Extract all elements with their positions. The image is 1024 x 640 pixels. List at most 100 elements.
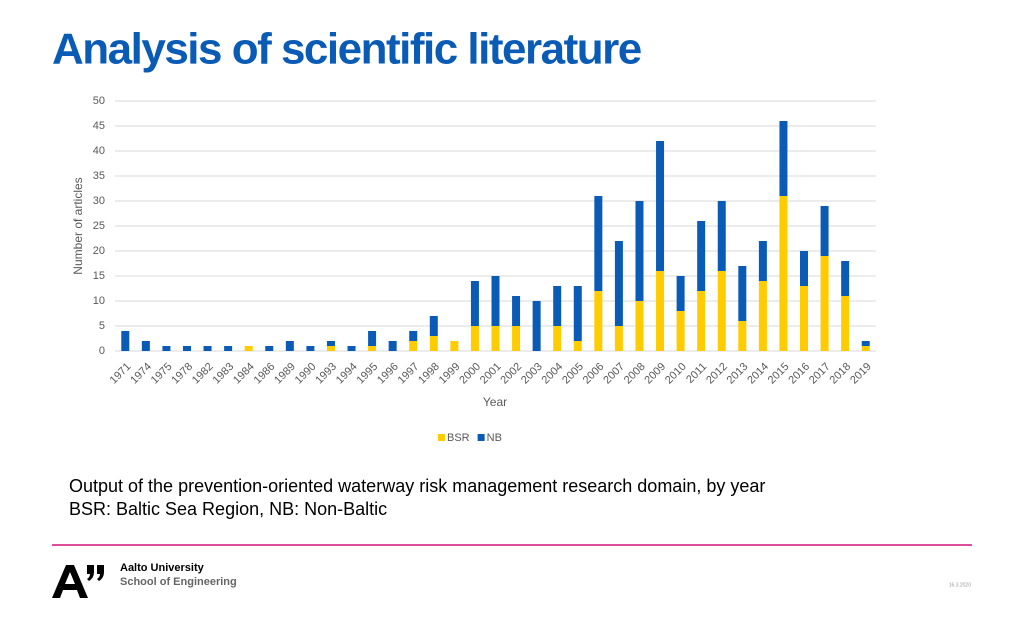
- x-tick-label: 2000: [457, 361, 483, 387]
- bar-segment: [594, 291, 603, 351]
- x-tick-label: 2012: [704, 361, 730, 387]
- bar-segment: [368, 346, 377, 351]
- bar-segment: [841, 261, 850, 296]
- x-tick-label: 1975: [149, 361, 175, 387]
- bar-segment: [326, 341, 335, 346]
- x-tick-label: 2007: [601, 361, 627, 387]
- y-tick-label: 50: [93, 95, 105, 107]
- y-tick-label: 15: [93, 270, 105, 282]
- bar-segment: [573, 286, 582, 341]
- bar-segment: [203, 346, 212, 351]
- bar-segment: [656, 141, 665, 271]
- bar-segment: [758, 281, 767, 351]
- legend-swatch: [438, 434, 445, 441]
- x-tick-label: 1993: [313, 361, 339, 387]
- slide-title: Analysis of scientific literature: [52, 25, 641, 74]
- x-tick-label: 1982: [190, 361, 216, 387]
- bar-segment: [635, 201, 644, 301]
- bar-segment: [861, 346, 870, 351]
- x-tick-label: 2002: [498, 361, 524, 387]
- x-tick-label: 1990: [293, 361, 319, 387]
- bar-segment: [553, 326, 562, 351]
- bar-segment: [656, 271, 665, 351]
- x-tick-label: 2001: [478, 361, 504, 387]
- y-tick-label: 5: [99, 320, 105, 332]
- x-tick-label: 2011: [684, 361, 709, 386]
- bar-segment: [265, 346, 274, 351]
- bar-segment: [347, 346, 356, 351]
- x-tick-label: 2014: [745, 361, 771, 387]
- y-tick-label: 45: [93, 120, 105, 132]
- bar-segment: [697, 291, 706, 351]
- bar-segment: [697, 221, 706, 291]
- y-tick-label: 0: [99, 345, 105, 357]
- bar-segment: [573, 341, 582, 351]
- bar-segment: [676, 311, 685, 351]
- bar-segment: [470, 326, 479, 351]
- y-tick-label: 20: [93, 245, 105, 257]
- bar-segment: [512, 296, 521, 326]
- y-axis-label: Number of articles: [71, 177, 85, 274]
- bar-segment: [470, 281, 479, 326]
- bar-segment: [676, 276, 685, 311]
- bar-segment: [306, 346, 315, 351]
- y-tick-label: 10: [93, 295, 105, 307]
- bar-segment: [182, 346, 191, 351]
- x-tick-label: 2013: [725, 361, 751, 387]
- x-tick-label: 2006: [581, 361, 607, 387]
- x-tick-label: 1989: [272, 361, 298, 387]
- bar-segment: [429, 316, 438, 336]
- bar-segment: [409, 331, 418, 341]
- x-tick-label: 1999: [437, 361, 463, 387]
- logo: [52, 565, 104, 598]
- x-tick-label: 2005: [560, 361, 586, 387]
- bar-segment: [820, 256, 829, 351]
- bar-segment: [162, 346, 171, 351]
- bar-segment: [738, 266, 747, 321]
- university-name: Aalto University: [120, 562, 205, 574]
- x-tick-label: 1995: [354, 361, 380, 387]
- bar-segment: [368, 331, 377, 346]
- x-tick-label: 2015: [766, 361, 792, 387]
- bar-segment: [450, 341, 459, 351]
- x-tick-label: 2009: [642, 361, 668, 387]
- bar-segment: [388, 341, 397, 351]
- x-tick-label: 1983: [210, 361, 236, 387]
- bar-segment: [635, 301, 644, 351]
- bar-segment: [553, 286, 562, 326]
- bar-segment: [285, 341, 294, 351]
- note: BSR: Baltic Sea Region, NB: Non-Baltic: [69, 499, 387, 519]
- bar-segment: [800, 251, 809, 286]
- x-tick-label: 1997: [396, 361, 422, 387]
- x-tick-label: 2018: [828, 361, 854, 387]
- bar-segment: [779, 196, 788, 351]
- x-tick-label: 1971: [108, 361, 134, 387]
- date: 16.3.2020: [949, 582, 971, 588]
- x-tick-label: 1984: [231, 361, 257, 387]
- bar-segment: [491, 326, 500, 351]
- bar-segment: [738, 321, 747, 351]
- x-tick-label: 2019: [848, 361, 874, 387]
- bar-segment: [861, 341, 870, 346]
- bar-segment: [614, 326, 623, 351]
- school-name: School of Engineering: [120, 576, 237, 588]
- bar-segment: [141, 341, 150, 351]
- note: Output of the prevention-oriented waterw…: [69, 476, 765, 496]
- bar-segment: [717, 201, 726, 271]
- bar-segment: [409, 341, 418, 351]
- x-tick-label: 1994: [334, 361, 360, 387]
- x-tick-label: 2016: [786, 361, 812, 387]
- y-tick-label: 25: [93, 220, 105, 232]
- x-tick-label: 1978: [169, 361, 195, 387]
- bar-segment: [820, 206, 829, 256]
- y-tick-label: 40: [93, 145, 105, 157]
- x-tick-label: 1996: [375, 361, 401, 387]
- legend-label: NB: [487, 432, 502, 444]
- bar-segment: [758, 241, 767, 281]
- bar-segment: [244, 346, 253, 351]
- bar-segment: [841, 296, 850, 351]
- bar-segment: [326, 346, 335, 351]
- legend-swatch: [477, 434, 485, 441]
- x-tick-label: 2008: [622, 361, 648, 387]
- x-tick-label: 2003: [519, 361, 545, 387]
